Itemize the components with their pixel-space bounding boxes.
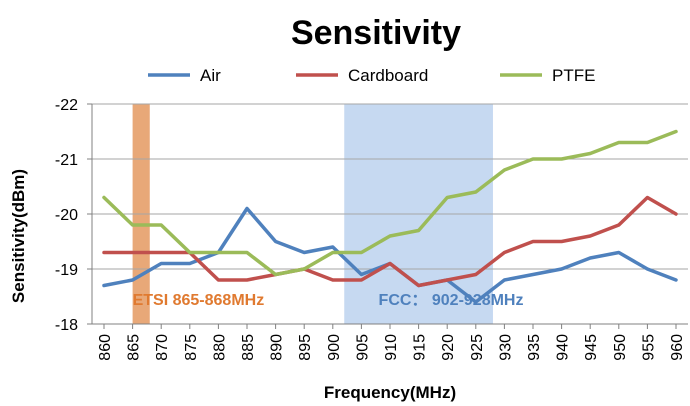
x-tick-label: 900 [326, 334, 343, 361]
x-tick-labels: 860 865 870 875 880 885 890 895 900 905 910 915 920 9… [97, 334, 686, 361]
x-tick-label: 905 [354, 334, 371, 361]
x-tick-label: 875 [183, 334, 200, 361]
x-tick-label: 885 [240, 334, 257, 361]
x-tick-label: 920 [440, 334, 457, 361]
x-tick-label: 945 [583, 334, 600, 361]
y-tick-label: -22 [55, 97, 78, 114]
x-tick-label: 865 [126, 334, 143, 361]
band-label-0: ETSI 865-868MHz [133, 292, 265, 309]
x-tick-label: 950 [612, 334, 629, 361]
series-lines [102, 129, 678, 304]
series-line-cardboard [102, 195, 678, 288]
legend-label-cardboard: Cardboard [348, 66, 428, 85]
y-tick-label: -18 [55, 317, 78, 334]
legend: Air Cardboard PTFE [148, 66, 595, 85]
y-tick-label: -21 [55, 152, 78, 169]
chart-title: Sensitivity [291, 14, 461, 52]
x-tick-label: 930 [497, 334, 514, 361]
axes [87, 103, 688, 329]
y-tick-label: -19 [55, 262, 78, 279]
legend-label-air: Air [200, 66, 221, 85]
y-axis-title: Sensitivity(dBm) [9, 169, 28, 303]
x-tick-label: 925 [469, 334, 486, 361]
x-tick-label: 910 [383, 334, 400, 361]
band-labels: ETSI 865-868MHz FCC： 902-928MHz [133, 292, 524, 309]
y-tick-label: -20 [55, 207, 78, 224]
x-tick-label: 940 [555, 334, 572, 361]
y-tick-labels: -22 -21 -20 -19 -18 [55, 97, 78, 334]
x-tick-label: 915 [412, 334, 429, 361]
x-tick-label: 860 [97, 334, 114, 361]
x-tick-label: 935 [526, 334, 543, 361]
x-tick-label: 960 [669, 334, 686, 361]
x-tick-label: 895 [297, 334, 314, 361]
x-axis-title: Frequency(MHz) [324, 383, 456, 402]
legend-label-ptfe: PTFE [552, 66, 595, 85]
series-line-ptfe [102, 129, 678, 277]
x-tick-label: 880 [211, 334, 228, 361]
x-tick-label: 955 [640, 334, 657, 361]
x-tick-label: 890 [269, 334, 286, 361]
band-label-1: FCC： 902-928MHz [379, 292, 524, 309]
x-tick-label: 870 [154, 334, 171, 361]
